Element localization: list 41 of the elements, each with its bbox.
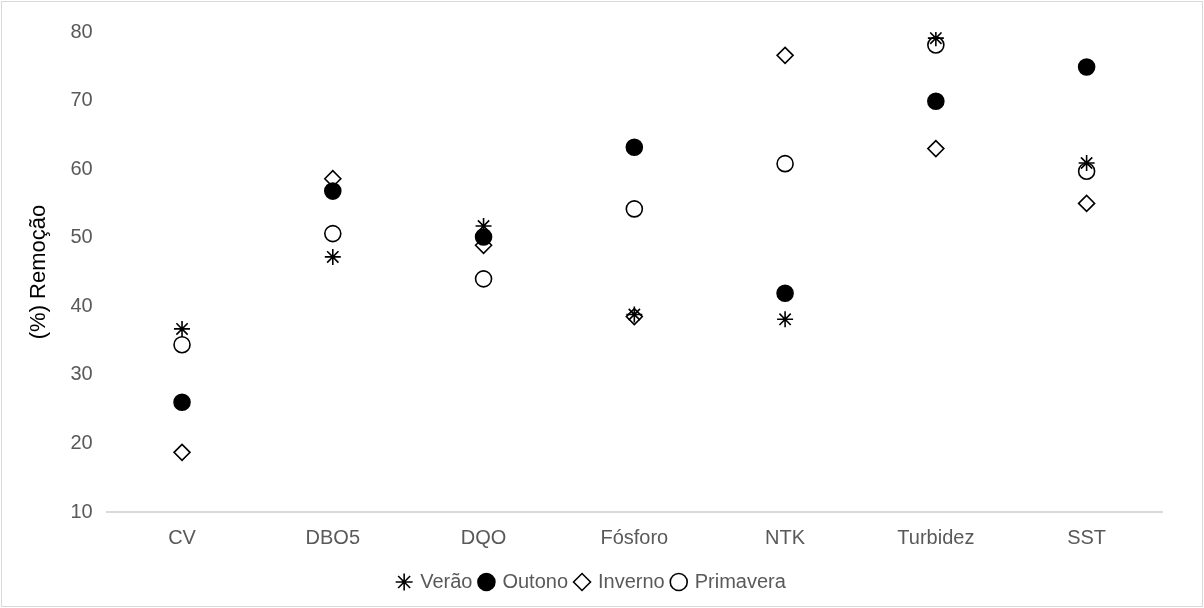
point: [776, 310, 794, 329]
point: [927, 139, 945, 158]
point: [927, 32, 945, 47]
point: [173, 320, 191, 338]
point: [323, 248, 342, 266]
point: [173, 335, 191, 354]
point: [776, 46, 794, 65]
point: [776, 284, 794, 303]
x-tick-label: NTK: [765, 525, 806, 548]
point: [1077, 154, 1096, 172]
x-tick-label: Turbidez: [897, 525, 975, 548]
point: [323, 224, 342, 243]
point: [474, 228, 493, 246]
y-tick-label: 70: [70, 88, 93, 111]
point: [927, 92, 945, 111]
point: [173, 393, 191, 412]
point: [625, 138, 644, 156]
x-tick-label: Fósforo: [600, 525, 669, 548]
point: [625, 200, 644, 218]
point: [776, 154, 794, 173]
point: [1077, 194, 1096, 213]
x-tick-label: DBO5: [305, 525, 361, 548]
y-axis-title: (%) Remoção: [25, 204, 51, 340]
point: [474, 270, 493, 288]
x-tick-label: SST: [1067, 525, 1107, 548]
legend-label: Verão: [420, 569, 473, 592]
point: [1077, 58, 1096, 76]
point: [323, 182, 342, 200]
y-tick-label: 40: [70, 293, 93, 316]
x-tick-label: DQO: [460, 525, 507, 548]
y-tick-label: 50: [70, 225, 93, 248]
y-tick-label: 10: [70, 499, 93, 522]
point: [173, 443, 191, 462]
y-tick-label: 20: [70, 430, 93, 453]
legend-label: Inverno: [598, 569, 665, 592]
y-tick-label: 60: [70, 156, 93, 179]
y-tick-label: 80: [70, 19, 93, 42]
legend-label: Primavera: [694, 569, 787, 592]
legend-label: Outono: [502, 569, 569, 592]
y-tick-label: 30: [70, 362, 93, 385]
x-tick-label: CV: [168, 525, 197, 548]
